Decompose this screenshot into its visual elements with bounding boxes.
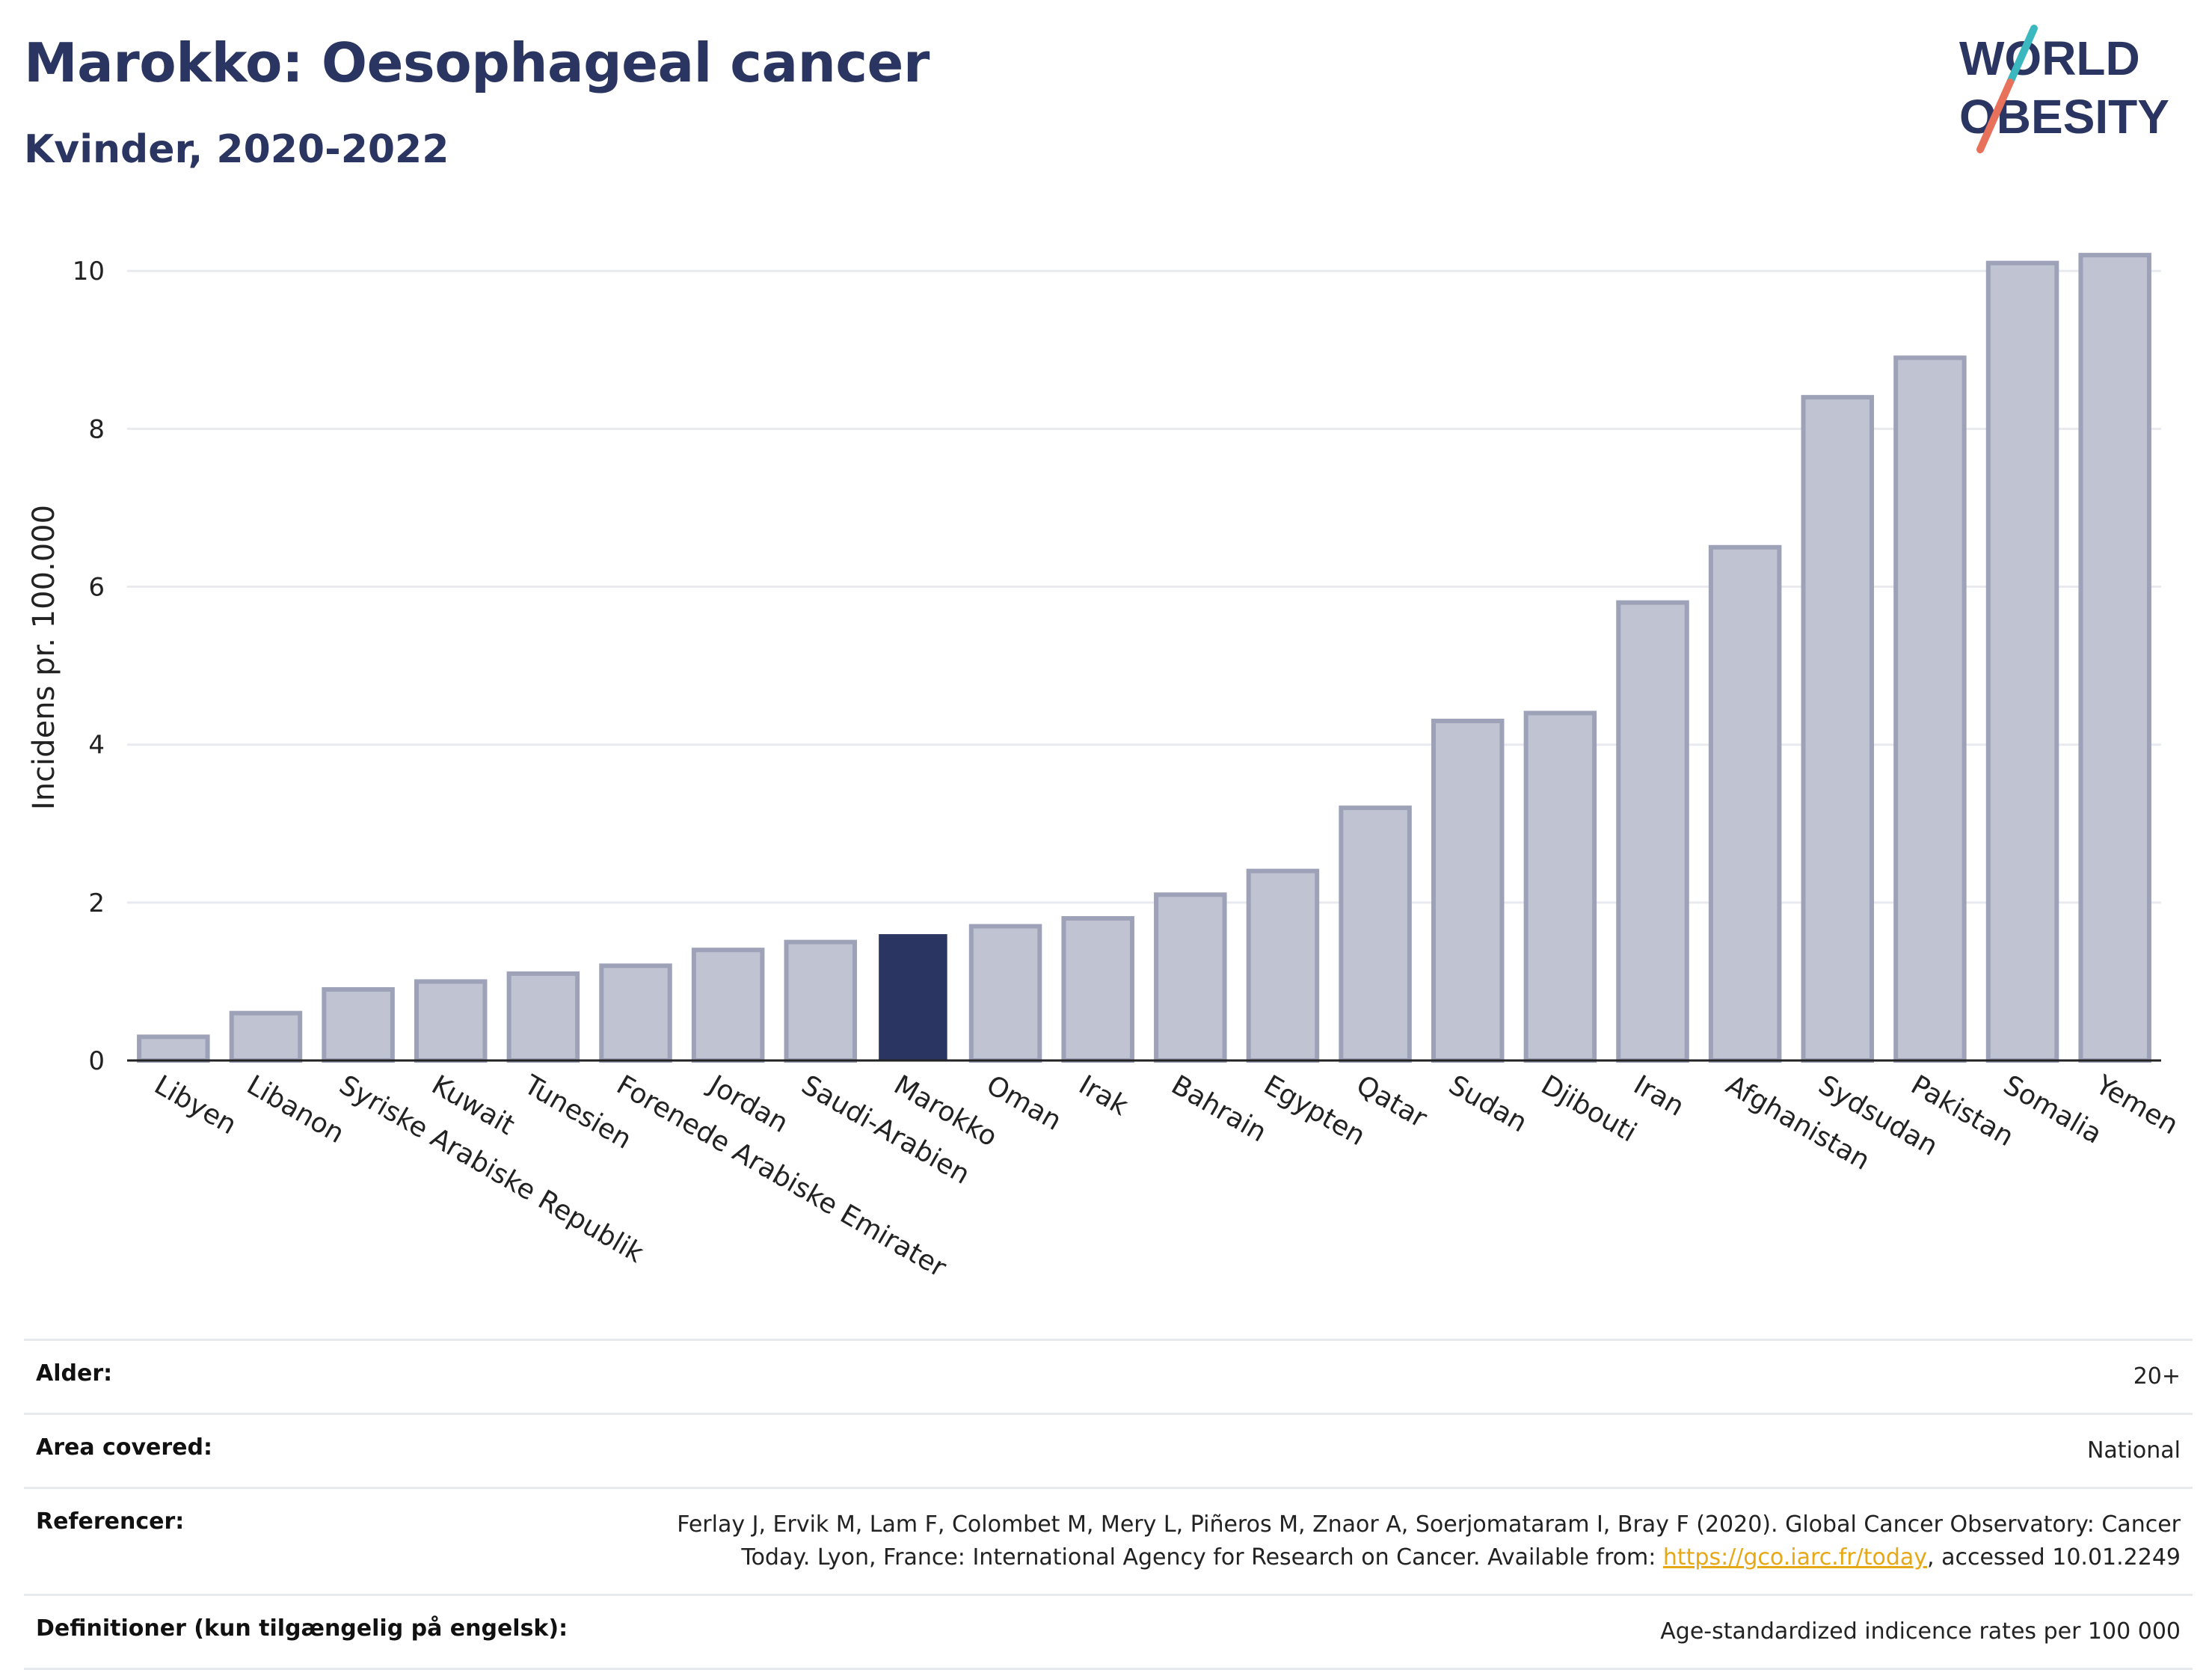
metadata-table: Alder: 20+ Area covered: National Refere…	[24, 1339, 2193, 1670]
y-axis-label: Incidens pr. 100.000	[27, 505, 61, 810]
y-tick-label: 4	[88, 731, 105, 761]
meta-key: Alder:	[36, 1360, 113, 1387]
logo-slash-teal	[2006, 25, 2038, 86]
bar	[691, 948, 765, 1063]
world-obesity-logo: WORLD OBESITY	[1959, 25, 2169, 153]
bar	[1061, 915, 1134, 1063]
x-tick-label: Djibouti	[1536, 1069, 1641, 1148]
x-tick-label: Libanon	[242, 1069, 349, 1149]
meta-row-age: Alder: 20+	[24, 1339, 2193, 1413]
meta-key: Definitioner (kun tilgængelig på engelsk…	[36, 1615, 568, 1642]
y-tick-label: 8	[88, 414, 105, 444]
bar	[1431, 719, 1505, 1063]
x-tick-label: Iran	[1629, 1069, 1689, 1123]
bar-highlighted	[879, 934, 947, 1060]
bar	[1523, 710, 1597, 1063]
reference-link[interactable]: https://gco.iarc.fr/today	[1662, 1544, 1928, 1571]
y-tick-label: 6	[88, 573, 105, 603]
bar	[599, 963, 672, 1063]
reference-text: Ferlay J, Ervik M, Lam F, Colombet M, Me…	[677, 1511, 2181, 1571]
y-tick-label: 2	[88, 888, 105, 918]
bars	[137, 253, 2151, 1063]
bar	[137, 1034, 210, 1063]
logo-line1: WORLD	[1959, 31, 2140, 85]
x-tick-label: Egypten	[1259, 1069, 1370, 1152]
meta-value: Ferlay J, Ervik M, Lam F, Colombet M, Me…	[610, 1508, 2181, 1574]
x-tick-label: Irak	[1074, 1069, 1134, 1122]
axes: 0 2 4 6 8 10	[73, 257, 2161, 1076]
y-tick-label: 10	[73, 257, 105, 286]
reference-accessed: , accessed 10.01.2249	[1927, 1544, 2181, 1571]
x-tick-label: Bahrain	[1166, 1069, 1271, 1148]
meta-key: Area covered:	[36, 1434, 212, 1461]
meta-row-area: Area covered: National	[24, 1413, 2193, 1487]
meta-row-references: Referencer: Ferlay J, Ervik M, Lam F, Co…	[24, 1487, 2193, 1594]
bar	[1339, 805, 1412, 1063]
y-tick-label: 0	[88, 1046, 105, 1076]
bar	[1246, 868, 1320, 1063]
meta-value: National	[2086, 1437, 2181, 1464]
bar	[2078, 253, 2151, 1063]
meta-value: Age-standardized indicence rates per 100…	[1660, 1618, 2181, 1645]
bar	[322, 986, 395, 1063]
chart-title: Marokko: Oesophageal cancer	[24, 31, 930, 94]
bar	[1985, 260, 2059, 1063]
x-tick-label: Somalia	[1998, 1069, 2107, 1150]
x-tick-label: Sudan	[1443, 1069, 1532, 1138]
meta-row-definitions: Definitioner (kun tilgængelig på engelsk…	[24, 1594, 2193, 1670]
bar	[414, 979, 488, 1063]
meta-key: Referencer:	[36, 1508, 185, 1535]
bar	[784, 939, 858, 1063]
bar	[1893, 355, 1967, 1063]
bar	[1708, 544, 1782, 1063]
bar	[968, 924, 1042, 1063]
x-tick-label: Yemen	[2090, 1069, 2184, 1141]
bar	[229, 1010, 303, 1063]
meta-value: 20+	[2133, 1363, 2181, 1390]
bar	[1616, 600, 1689, 1063]
chart-subtitle: Kvinder, 2020-2022	[24, 127, 449, 172]
x-tick-label: Libyen	[149, 1069, 242, 1141]
bar	[506, 971, 580, 1063]
logo-slash-coral	[1976, 79, 2014, 153]
bar	[1154, 892, 1227, 1063]
bar	[1801, 395, 1875, 1063]
